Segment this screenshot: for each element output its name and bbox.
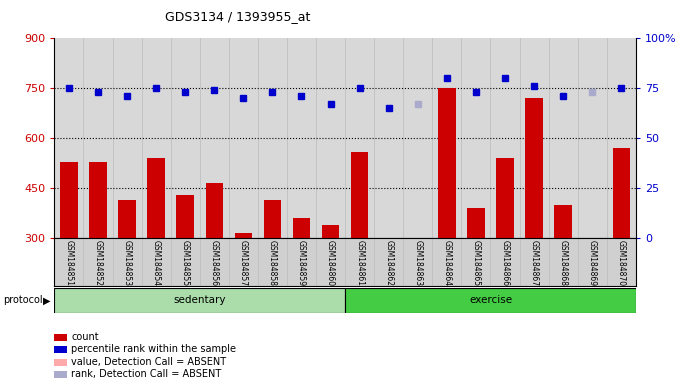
Bar bbox=[322, 225, 339, 238]
Bar bbox=[177, 195, 194, 238]
Bar bbox=[89, 162, 107, 238]
Text: GSM184854: GSM184854 bbox=[152, 240, 160, 286]
Text: GSM184869: GSM184869 bbox=[588, 240, 596, 286]
Text: GSM184863: GSM184863 bbox=[413, 240, 422, 286]
Text: GSM184855: GSM184855 bbox=[181, 240, 190, 286]
Bar bbox=[496, 158, 513, 238]
Text: GSM184860: GSM184860 bbox=[326, 240, 335, 286]
Text: value, Detection Call = ABSENT: value, Detection Call = ABSENT bbox=[71, 357, 226, 367]
Text: GSM184851: GSM184851 bbox=[65, 240, 73, 286]
Text: exercise: exercise bbox=[469, 295, 512, 306]
Text: GSM184864: GSM184864 bbox=[443, 240, 452, 286]
Text: GSM184861: GSM184861 bbox=[355, 240, 364, 286]
Text: GSM184853: GSM184853 bbox=[122, 240, 131, 286]
Text: GSM184852: GSM184852 bbox=[94, 240, 103, 286]
Text: GSM184858: GSM184858 bbox=[268, 240, 277, 286]
Text: GDS3134 / 1393955_at: GDS3134 / 1393955_at bbox=[165, 10, 311, 23]
Bar bbox=[205, 183, 223, 238]
Text: percentile rank within the sample: percentile rank within the sample bbox=[71, 344, 237, 354]
Bar bbox=[293, 218, 310, 238]
Text: GSM184870: GSM184870 bbox=[617, 240, 626, 286]
FancyBboxPatch shape bbox=[345, 288, 636, 313]
Text: GSM184866: GSM184866 bbox=[500, 240, 509, 286]
Text: rank, Detection Call = ABSENT: rank, Detection Call = ABSENT bbox=[71, 369, 222, 379]
Bar bbox=[235, 233, 252, 238]
Text: GSM184865: GSM184865 bbox=[471, 240, 480, 286]
FancyBboxPatch shape bbox=[54, 288, 345, 313]
Bar bbox=[526, 98, 543, 238]
Bar bbox=[613, 148, 630, 238]
Bar bbox=[380, 238, 397, 242]
Text: GSM184859: GSM184859 bbox=[297, 240, 306, 286]
Bar bbox=[351, 152, 369, 238]
Text: sedentary: sedentary bbox=[173, 295, 226, 306]
Bar bbox=[118, 200, 136, 238]
Bar bbox=[148, 158, 165, 238]
Text: protocol: protocol bbox=[3, 295, 43, 306]
Text: ▶: ▶ bbox=[43, 295, 50, 306]
Bar bbox=[61, 162, 78, 238]
Text: GSM184856: GSM184856 bbox=[210, 240, 219, 286]
Bar bbox=[438, 88, 456, 238]
Text: count: count bbox=[71, 332, 99, 342]
Bar bbox=[554, 205, 572, 238]
Text: GSM184867: GSM184867 bbox=[530, 240, 539, 286]
Bar bbox=[467, 208, 485, 238]
Text: GSM184868: GSM184868 bbox=[559, 240, 568, 286]
Text: GSM184857: GSM184857 bbox=[239, 240, 248, 286]
Text: GSM184862: GSM184862 bbox=[384, 240, 393, 286]
Bar bbox=[264, 200, 281, 238]
